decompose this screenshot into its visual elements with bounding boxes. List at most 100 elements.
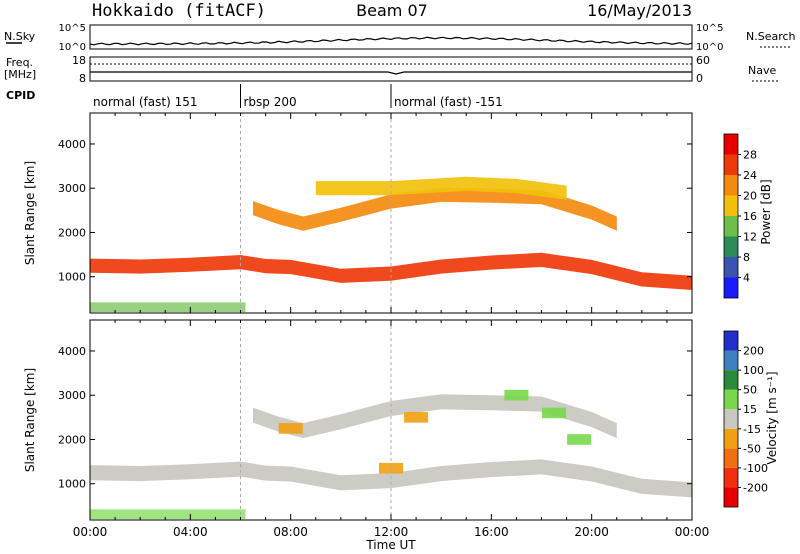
power-colorbar-title: Power [dB]	[759, 179, 773, 244]
cpid-segment-label: normal (fast) -151	[394, 95, 503, 109]
colorbar-tick-label: 8	[743, 251, 750, 264]
colorbar-segment	[724, 467, 738, 488]
y-tick-label: 4000	[58, 138, 86, 151]
power-data	[90, 113, 692, 313]
velocity-data	[90, 320, 692, 520]
velocity-colorbar-title: Velocity [m s⁻¹]	[765, 371, 779, 464]
colorbar-segment	[724, 350, 738, 371]
colorbar-tick-label: 15	[743, 403, 757, 416]
colorbar-tick-label: 100	[743, 364, 764, 377]
power-x-ticks	[89, 113, 693, 313]
colorbar-segment	[724, 428, 738, 449]
velocity-patch	[567, 434, 592, 445]
date-title: 16/May/2013	[587, 1, 692, 20]
cpid-segments: normal (fast) 151 rbsp 200 normal (fast) -…	[93, 84, 503, 109]
freq-label-bottom: [MHz]	[4, 68, 36, 81]
colorbar-segment	[724, 236, 738, 257]
colorbar-segment	[724, 331, 738, 351]
velocity-patch	[542, 407, 567, 419]
noise-trace	[89, 36, 693, 46]
colorbar-tick-label: 24	[743, 169, 757, 182]
cpid-panel: CPID normal (fast) 151 rbsp 200 normal (fa…	[6, 84, 503, 109]
colorbar-segment	[724, 487, 738, 507]
station-title: Hokkaido (fitACF)	[92, 1, 266, 21]
y-tick-label: 2000	[58, 226, 86, 239]
x-tick-label: 20:00	[574, 525, 609, 539]
x-tick-label: 08:00	[273, 525, 308, 539]
y-tick-label: 1000	[58, 478, 86, 491]
colorbar-tick-label: 16	[743, 210, 757, 223]
nsky-label: N.Sky	[4, 30, 36, 43]
noise-panel: N.Sky 10^5 10^0 10^5 10^0 N.Search	[4, 23, 796, 53]
colorbar-segment	[724, 257, 738, 278]
colorbar-segment	[724, 134, 738, 155]
power-y-ticks: 1000 2000 3000 4000	[58, 138, 692, 284]
noise-right-tick-bottom: 10^0	[696, 42, 723, 53]
colorbar-tick-label: -50	[743, 442, 761, 455]
freq-left-tick-top: 18	[72, 54, 86, 67]
colorbar-tick-label: 12	[743, 231, 757, 244]
colorbar-segment	[724, 448, 738, 468]
colorbar-tick-label: 28	[743, 149, 757, 162]
near-range-scatter	[90, 509, 246, 520]
colorbar-segment	[724, 154, 738, 175]
y-tick-label: 3000	[58, 389, 86, 402]
frequency-trace	[90, 71, 692, 75]
colorbar-segment	[724, 409, 738, 429]
colorbar-tick-label: 20	[743, 190, 757, 203]
x-tick-label: 00:00	[73, 525, 108, 539]
freq-left-tick-bottom: 8	[79, 72, 86, 85]
x-tick-label: 12:00	[374, 525, 409, 539]
x-tick-label: 04:00	[173, 525, 208, 539]
colorbar-segment	[724, 277, 738, 298]
near-range-scatter	[90, 302, 246, 313]
colorbar-segment	[724, 216, 738, 237]
backscatter-band	[253, 394, 617, 439]
y-tick-label: 3000	[58, 182, 86, 195]
velocity-y-ticks: 1000 2000 3000 4000	[58, 345, 692, 491]
x-tick-label: 16:00	[474, 525, 509, 539]
colorbar-tick-label: -100	[743, 462, 768, 475]
velocity-y-axis-label: Slant Range [km]	[23, 368, 37, 472]
colorbar-tick-label: 50	[743, 384, 757, 397]
nsearch-label: N.Search	[746, 30, 796, 43]
power-panel: 1000 2000 3000 4000 Slant Range [km]	[23, 112, 693, 314]
velocity-panel: 1000 2000 3000 4000 Slant Range [km]	[23, 319, 693, 521]
colorbar-tick-label: 4	[743, 272, 750, 285]
velocity-patch	[504, 389, 529, 401]
nave-right-tick-bottom: 0	[696, 72, 703, 85]
beam-title: Beam 07	[356, 1, 428, 20]
colorbar-tick-label: -15	[743, 423, 761, 436]
nave-right-tick-top: 60	[696, 54, 710, 67]
power-colorbar: 4 8 12 16 20 24 28	[723, 133, 757, 299]
freq-label-top: Freq.	[6, 56, 33, 69]
cpid-segment-label: normal (fast) 151	[93, 95, 197, 109]
backscatter-band	[315, 176, 567, 200]
colorbar-segment	[724, 370, 738, 390]
time-axis-labels: 00:00 04:00 08:00 12:00 16:00 20:00 00:00	[73, 525, 710, 539]
noise-left-tick-bottom: 10^0	[59, 42, 86, 53]
cpid-segment-label: rbsp 200	[244, 95, 297, 109]
velocity-x-ticks	[89, 320, 693, 520]
y-tick-label: 2000	[58, 433, 86, 446]
y-tick-label: 1000	[58, 271, 86, 284]
nave-label: Nave	[748, 64, 776, 77]
velocity-colorbar: 200 100 50 15 -15 -50 -100 -200	[723, 330, 768, 508]
velocity-patch	[404, 412, 429, 423]
noise-right-tick-top: 10^5	[696, 23, 723, 34]
cpid-label: CPID	[6, 89, 35, 102]
colorbar-tick-label: 200	[743, 345, 764, 358]
noise-left-tick-top: 10^5	[59, 23, 86, 34]
colorbar-tick-label: -200	[743, 481, 768, 494]
x-axis-title: Time UT	[365, 538, 416, 552]
frequency-panel: Freq. [MHz] 18 8 60 0 Nave	[4, 54, 780, 85]
x-tick-label: 00:00	[675, 525, 710, 539]
colorbar-segment	[724, 175, 738, 196]
velocity-patch	[379, 462, 403, 474]
colorbar-segment	[724, 195, 738, 216]
y-tick-label: 4000	[58, 345, 86, 358]
backscatter-band	[253, 187, 617, 231]
colorbar-segment	[724, 389, 738, 410]
velocity-patch	[278, 423, 303, 434]
